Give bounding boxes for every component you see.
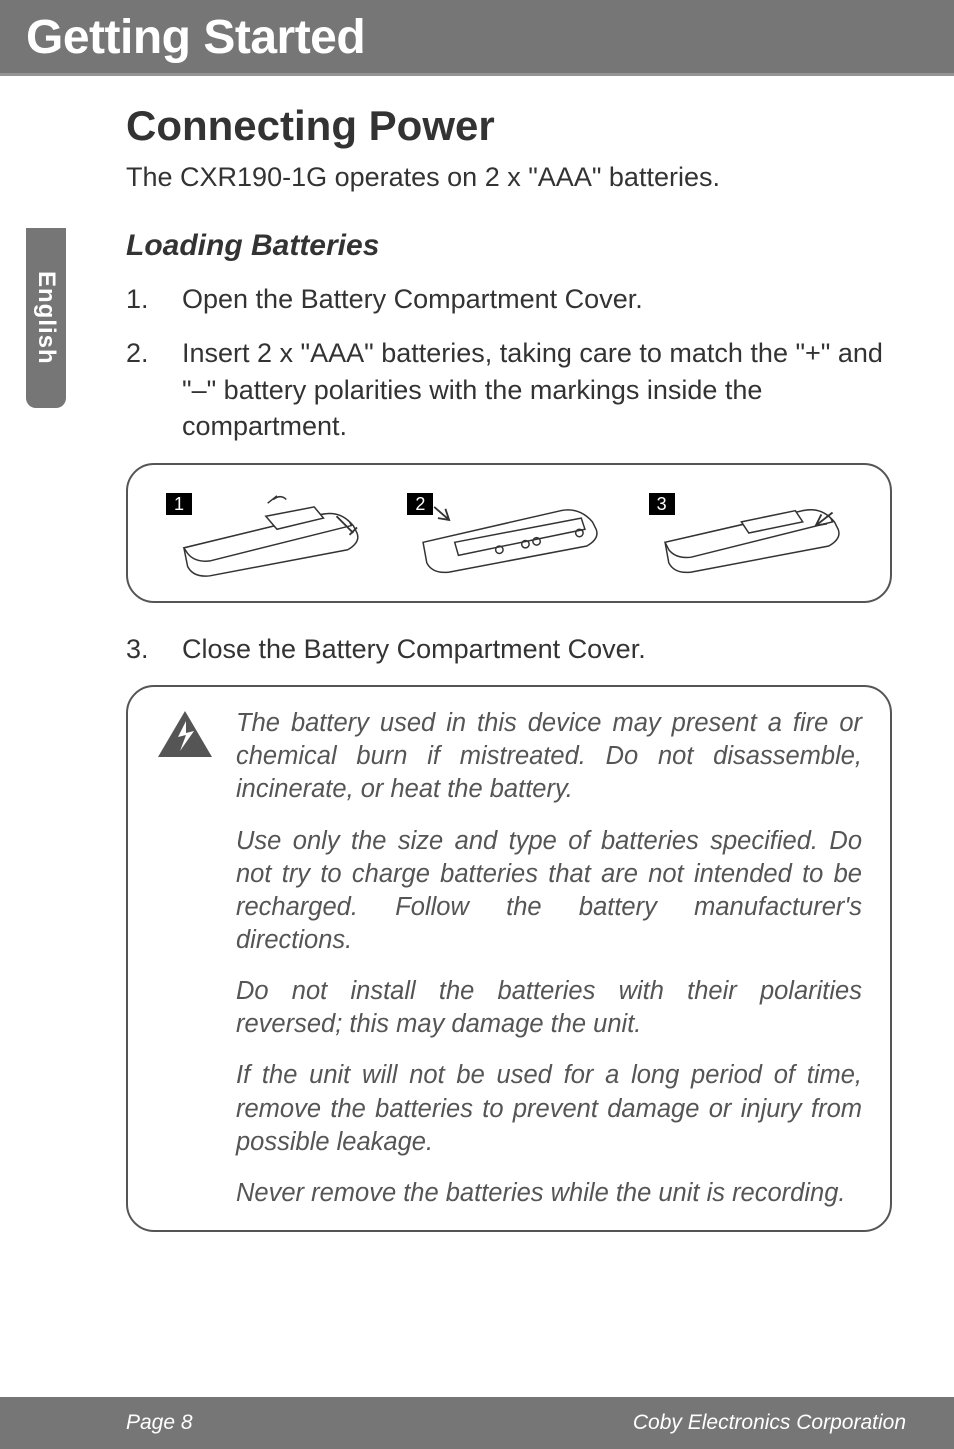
- steps-list: Open the Battery Compartment Cover. Inse…: [126, 281, 892, 445]
- language-side-tab: English: [26, 228, 66, 408]
- diagram-step-3: 3: [639, 485, 862, 581]
- battery-diagram: 1 2: [126, 463, 892, 603]
- section-title: Getting Started: [26, 10, 928, 65]
- language-label: English: [32, 271, 60, 365]
- warning-text: The battery used in this device may pres…: [236, 707, 862, 1210]
- warning-box: The battery used in this device may pres…: [126, 685, 892, 1232]
- warning-icon: [156, 707, 216, 1210]
- page-footer: Page 8 Coby Electronics Corporation: [0, 1397, 954, 1449]
- step-text: Close the Battery Compartment Cover.: [182, 631, 646, 667]
- steps-list-cont: Close the Battery Compartment Cover.: [126, 631, 892, 667]
- step-item: Close the Battery Compartment Cover.: [126, 631, 892, 667]
- page-heading: Connecting Power: [126, 102, 892, 150]
- step-item: Open the Battery Compartment Cover.: [126, 281, 892, 317]
- step-text: Insert 2 x "AAA" batteries, taking care …: [182, 335, 892, 444]
- warning-para: If the unit will not be used for a long …: [236, 1059, 862, 1158]
- section-header-bar: Getting Started: [0, 0, 954, 76]
- diagram-label: 1: [166, 493, 192, 515]
- page-content: Connecting Power The CXR190-1G operates …: [0, 76, 954, 1232]
- diagram-step-1: 1: [156, 485, 379, 581]
- company-name: Coby Electronics Corporation: [633, 1411, 906, 1435]
- diagram-label: 3: [649, 493, 675, 515]
- warning-para: Do not install the batteries with their …: [236, 975, 862, 1041]
- intro-text: The CXR190-1G operates on 2 x "AAA" batt…: [126, 162, 892, 193]
- diagram-label: 2: [407, 493, 433, 515]
- subheading: Loading Batteries: [126, 229, 892, 263]
- page-number: Page 8: [126, 1411, 193, 1435]
- step-text: Open the Battery Compartment Cover.: [182, 281, 643, 317]
- diagram-step-2: 2: [397, 485, 620, 581]
- warning-para: Use only the size and type of batteries …: [236, 825, 862, 958]
- step-item: Insert 2 x "AAA" batteries, taking care …: [126, 335, 892, 444]
- warning-para: Never remove the batteries while the uni…: [236, 1177, 862, 1210]
- warning-para: The battery used in this device may pres…: [236, 707, 862, 806]
